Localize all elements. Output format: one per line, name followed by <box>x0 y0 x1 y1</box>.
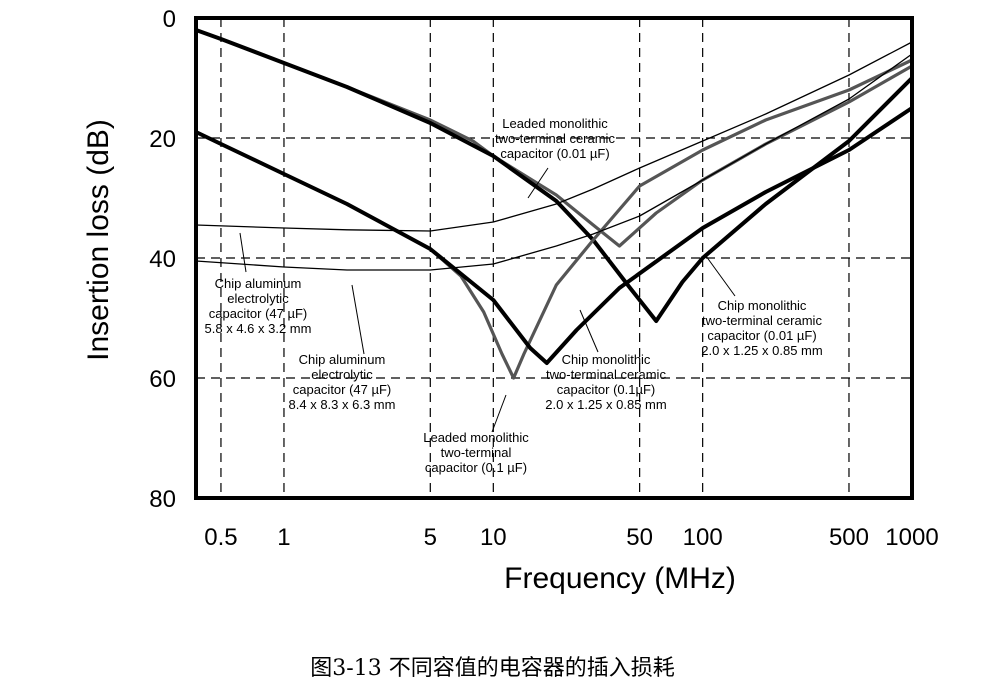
y-tick-label: 60 <box>149 366 176 393</box>
annotation-line: capacitor (47 µF) <box>209 306 308 321</box>
y-tick-label: 20 <box>149 126 176 153</box>
x-tick-label: 10 <box>480 524 507 551</box>
annotation-leader <box>527 167 549 199</box>
annotation-leaders <box>239 167 736 433</box>
y-tick-label: 80 <box>149 486 176 513</box>
annotation-line: two-terminal <box>441 445 512 460</box>
grid-layer <box>196 18 913 498</box>
annotation-line: Chip monolithic <box>562 352 651 367</box>
annotation-line: 8.4 x 8.3 x 6.3 mm <box>289 397 396 412</box>
annotation-line: Chip monolithic <box>718 298 807 313</box>
annotation-line: two-terminal ceramic <box>546 367 666 382</box>
y-tick-label: 40 <box>149 246 176 273</box>
x-tick-label: 0.5 <box>204 524 237 551</box>
series-line-5 <box>195 41 913 232</box>
x-tick-label: 100 <box>683 524 723 551</box>
annotation-leader <box>491 394 507 433</box>
x-tick-label: 500 <box>829 524 869 551</box>
annotation-line: capacitor (0.01 µF) <box>707 328 816 343</box>
annotation-leader <box>705 255 736 297</box>
annotation-label: Chip aluminum electrolytic capacitor (47 µ… <box>289 352 396 412</box>
series-line-2 <box>195 28 914 323</box>
annotation-line: two-terminal ceramic <box>702 313 822 328</box>
series-line-6 <box>195 53 913 271</box>
annotation-line: capacitor (0.01 µF) <box>500 146 609 161</box>
annotation-label: Leaded monolithic two-terminal ceramic cap… <box>495 116 615 161</box>
annotation-leader <box>239 232 247 273</box>
annotation-line: Leaded monolithic <box>423 430 529 445</box>
y-tick-labels: 0 20 40 60 80 <box>149 6 176 513</box>
annotation-line: electrolytic <box>311 367 373 382</box>
annotation-leader <box>351 284 365 355</box>
x-tick-label: 1 <box>277 524 290 551</box>
annotation-leader <box>579 309 599 353</box>
annotation-line: Chip aluminum <box>215 276 302 291</box>
x-axis-title: Frequency (MHz) <box>504 562 736 595</box>
y-tick-label: 0 <box>163 6 176 33</box>
x-tick-label: 1000 <box>885 524 938 551</box>
annotation-line: Chip aluminum <box>299 352 386 367</box>
annotation-label: Leaded monolithic two-terminal capacitor (… <box>423 430 529 475</box>
annotation-label: Chip monolithic two-terminal ceramic capac… <box>701 298 822 358</box>
plot-frame <box>194 16 914 500</box>
y-axis-title: Insertion loss (dB) <box>82 119 115 361</box>
series-layer <box>195 28 914 380</box>
figure-caption: 图3-13 不同容值的电容器的插入损耗 <box>310 656 675 681</box>
annotation-line: 2.0 x 1.25 x 0.85 mm <box>701 343 822 358</box>
annotation-labels: Leaded monolithic two-terminal ceramic cap… <box>205 116 823 475</box>
annotation-line: capacitor (47 µF) <box>293 382 392 397</box>
annotation-line: capacitor (0.1µF) <box>557 382 656 397</box>
annotation-line: 5.8 x 4.6 x 3.2 mm <box>205 321 312 336</box>
annotation-line: electrolytic <box>227 291 289 306</box>
annotation-line: 2.0 x 1.25 x 0.85 mm <box>545 397 666 412</box>
x-tick-label: 5 <box>424 524 437 551</box>
x-tick-label: 50 <box>626 524 653 551</box>
annotation-label: Chip aluminum electrolytic capacitor (47 µ… <box>205 276 312 336</box>
annotation-line: two-terminal ceramic <box>495 131 615 146</box>
annotation-line: capacitor (0.1 µF) <box>425 460 527 475</box>
annotation-label: Chip monolithic two-terminal ceramic capac… <box>545 352 666 412</box>
annotation-line: Leaded monolithic <box>502 116 608 131</box>
series-line-4 <box>195 106 914 365</box>
x-tick-labels: 0.5 1 5 10 50 100 500 1000 <box>204 524 938 551</box>
